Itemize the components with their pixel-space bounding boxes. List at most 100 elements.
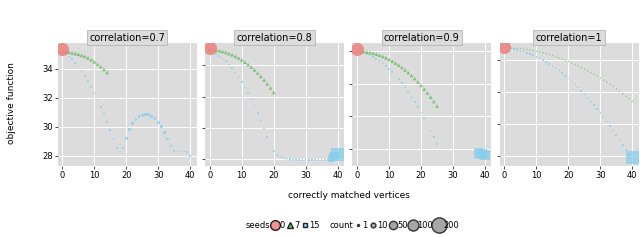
Point bbox=[426, 95, 436, 99]
Point bbox=[614, 89, 625, 93]
Point bbox=[397, 66, 407, 69]
Point bbox=[422, 91, 433, 95]
Point bbox=[602, 120, 612, 123]
Text: correlation=1: correlation=1 bbox=[536, 33, 602, 43]
Point bbox=[522, 47, 532, 51]
Point bbox=[566, 61, 577, 64]
Point bbox=[95, 65, 106, 69]
Point bbox=[416, 111, 426, 114]
Point bbox=[410, 77, 420, 81]
Point bbox=[99, 68, 109, 71]
Point bbox=[525, 48, 535, 52]
Point bbox=[67, 51, 77, 55]
Point bbox=[246, 97, 257, 101]
Point bbox=[406, 95, 417, 99]
Point bbox=[272, 153, 282, 157]
Point bbox=[550, 66, 561, 70]
Point bbox=[159, 131, 170, 134]
Point bbox=[63, 55, 74, 58]
Point bbox=[614, 138, 625, 142]
Point bbox=[400, 68, 410, 72]
Point bbox=[92, 62, 102, 66]
Point bbox=[266, 86, 276, 90]
Point bbox=[534, 50, 545, 54]
Point bbox=[240, 60, 250, 64]
Point bbox=[432, 142, 442, 146]
Point bbox=[410, 100, 420, 104]
Point bbox=[127, 122, 138, 126]
Point bbox=[163, 137, 173, 141]
Point bbox=[502, 45, 513, 49]
Point bbox=[381, 56, 391, 60]
Point bbox=[211, 48, 221, 52]
Point bbox=[592, 107, 602, 111]
Point bbox=[563, 77, 573, 80]
Point bbox=[611, 87, 621, 91]
Point bbox=[499, 46, 509, 50]
Point bbox=[582, 96, 593, 100]
Point bbox=[240, 86, 250, 89]
Point bbox=[534, 56, 545, 60]
Point bbox=[269, 149, 279, 153]
Point bbox=[218, 50, 228, 53]
Point bbox=[570, 62, 580, 66]
Point bbox=[394, 63, 404, 67]
Point bbox=[544, 52, 554, 56]
Point bbox=[371, 52, 381, 56]
Point bbox=[547, 53, 557, 57]
Point bbox=[573, 64, 583, 68]
Point bbox=[384, 58, 394, 61]
Point bbox=[234, 75, 244, 79]
Point bbox=[310, 158, 321, 162]
Point bbox=[618, 91, 628, 95]
Point bbox=[102, 71, 112, 74]
Point bbox=[566, 79, 577, 83]
Point bbox=[368, 51, 378, 55]
Point bbox=[589, 72, 599, 76]
Point bbox=[554, 56, 564, 59]
Point bbox=[531, 49, 541, 53]
Point bbox=[499, 45, 509, 48]
Point bbox=[621, 148, 631, 152]
Point bbox=[234, 56, 244, 60]
Point bbox=[422, 123, 433, 126]
Point bbox=[362, 52, 372, 56]
Point bbox=[70, 61, 80, 64]
Point bbox=[374, 53, 385, 57]
Point bbox=[70, 52, 80, 55]
Point bbox=[108, 137, 118, 141]
Point bbox=[365, 54, 375, 58]
Point bbox=[621, 94, 631, 98]
Point bbox=[172, 150, 182, 153]
Point bbox=[358, 51, 369, 55]
Point bbox=[131, 118, 141, 121]
Point bbox=[509, 46, 519, 50]
Point bbox=[515, 46, 525, 50]
Point bbox=[89, 91, 99, 95]
Point bbox=[227, 53, 237, 57]
Point bbox=[221, 59, 231, 63]
Point bbox=[266, 143, 276, 147]
Point bbox=[323, 158, 333, 162]
Point bbox=[400, 86, 410, 89]
Point bbox=[256, 119, 266, 123]
Point bbox=[67, 57, 77, 61]
Point bbox=[579, 67, 589, 71]
Point bbox=[278, 155, 289, 159]
Point bbox=[627, 156, 637, 160]
Point bbox=[506, 46, 516, 49]
Point bbox=[570, 82, 580, 86]
Point bbox=[403, 71, 413, 75]
Point bbox=[111, 146, 122, 150]
Point bbox=[432, 104, 442, 108]
Point bbox=[83, 56, 93, 60]
Point bbox=[256, 74, 266, 78]
Point bbox=[208, 48, 218, 52]
Point bbox=[586, 70, 596, 74]
Point bbox=[60, 52, 70, 56]
Point bbox=[608, 129, 618, 132]
Point bbox=[374, 59, 385, 63]
Point bbox=[89, 60, 99, 64]
Point bbox=[522, 51, 532, 55]
Point bbox=[560, 74, 570, 78]
